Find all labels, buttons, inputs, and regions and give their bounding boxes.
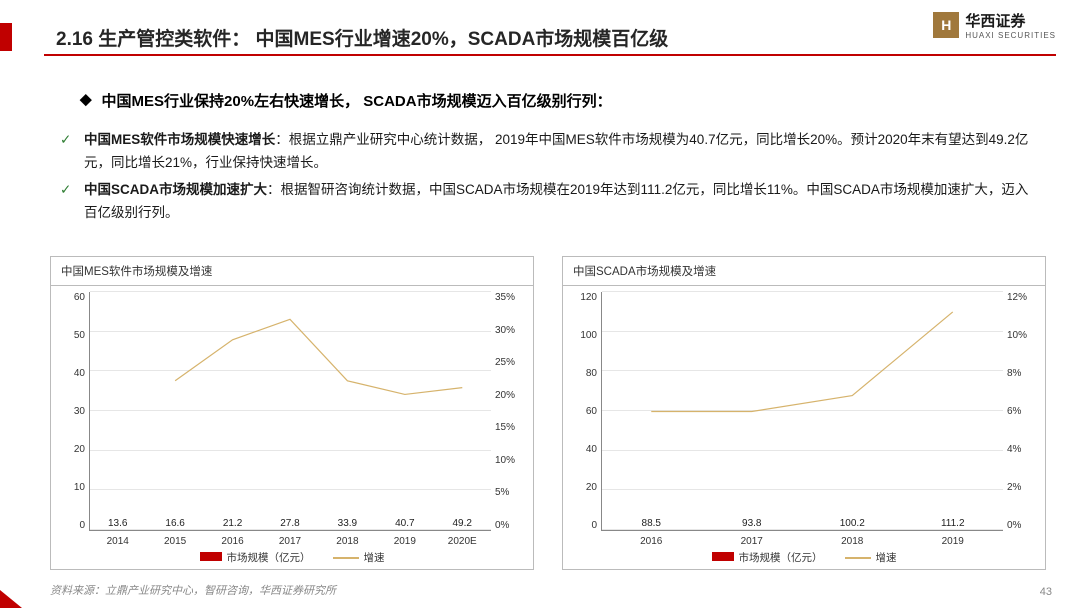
- check-icon: ✓: [60, 179, 76, 225]
- chart-title: 中国SCADA市场规模及增速: [563, 257, 1045, 286]
- header-accent: [0, 23, 12, 51]
- lead-line: ◆ 中国MES行业保持20%左右快速增长， SCADA市场规模迈入百亿级别行列：: [80, 90, 1040, 111]
- page-number: 43: [1040, 586, 1052, 598]
- bullet-item: ✓ 中国SCADA市场规模加速扩大：根据智研咨询统计数据，中国SCADA市场规模…: [60, 179, 1040, 225]
- content-area: ◆ 中国MES行业保持20%左右快速增长， SCADA市场规模迈入百亿级别行列：…: [60, 78, 1040, 229]
- bullet-bold: 中国SCADA市场规模加速扩大: [84, 182, 267, 197]
- chart-scada: 中国SCADA市场规模及增速 12010080604020012%10%8%6%…: [562, 256, 1046, 570]
- chart-plot: 605040302010035%30%25%20%15%10%5%0%13.61…: [61, 292, 523, 567]
- check-icon: ✓: [60, 129, 76, 175]
- source-footer: 资料来源：立鼎产业研究中心，智研咨询，华西证券研究所: [50, 582, 336, 598]
- logo-icon: H: [933, 12, 959, 38]
- bullet-list: ✓ 中国MES软件市场规模快速增长：根据立鼎产业研究中心统计数据， 2019年中…: [60, 129, 1040, 225]
- corner-accent: [0, 590, 22, 608]
- header-divider: [44, 54, 1056, 56]
- lead-text: 中国MES行业保持20%左右快速增长， SCADA市场规模迈入百亿级别行列：: [102, 90, 612, 111]
- slide-title: 2.16 生产管控类软件： 中国MES行业增速20%，SCADA市场规模百亿级: [44, 24, 668, 51]
- bullet-item: ✓ 中国MES软件市场规模快速增长：根据立鼎产业研究中心统计数据， 2019年中…: [60, 129, 1040, 175]
- chart-mes: 中国MES软件市场规模及增速 605040302010035%30%25%20%…: [50, 256, 534, 570]
- bullet-bold: 中国MES软件市场规模快速增长: [84, 132, 275, 147]
- header-spacer: [12, 34, 44, 40]
- logo-en: HUAXI SECURITIES: [965, 31, 1056, 40]
- charts-row: 中国MES软件市场规模及增速 605040302010035%30%25%20%…: [50, 256, 1046, 570]
- diamond-icon: ◆: [80, 90, 92, 108]
- brand-logo: H 华西证券 HUAXI SECURITIES: [933, 10, 1056, 40]
- chart-title: 中国MES软件市场规模及增速: [51, 257, 533, 286]
- slide-header: 2.16 生产管控类软件： 中国MES行业增速20%，SCADA市场规模百亿级: [0, 20, 1080, 54]
- logo-cn: 华西证券: [965, 10, 1056, 31]
- chart-plot: 12010080604020012%10%8%6%4%2%0%88.593.81…: [573, 292, 1035, 567]
